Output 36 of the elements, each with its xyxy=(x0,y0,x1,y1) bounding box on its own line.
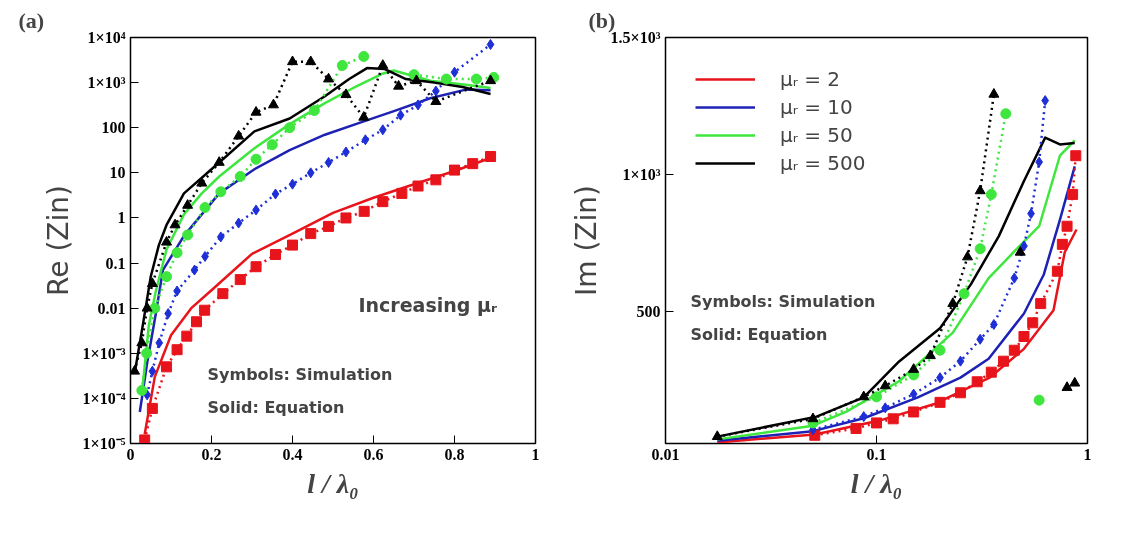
x-tick-label: 0 xyxy=(126,445,135,463)
y-tick-label: 1×10³ xyxy=(622,166,661,184)
annotation: Solid: Equation xyxy=(207,397,345,417)
chart-title: (b) xyxy=(588,7,616,33)
x-tick-label: 0.1 xyxy=(866,445,887,463)
y-tick-label: 1×10⁻⁵ xyxy=(82,435,126,452)
x-axis-title: l / λ₀ xyxy=(307,467,359,499)
y-axis-title: Im (Zin) xyxy=(569,184,603,296)
y-tick-label: 1×10³ xyxy=(87,74,126,92)
x-tick-label: 1 xyxy=(1083,445,1092,463)
y-tick-label: 100 xyxy=(101,119,126,137)
y-tick-label: 10 xyxy=(109,164,126,182)
annotation: Symbols: Simulation xyxy=(690,291,876,311)
annotation: Solid: Equation xyxy=(690,324,828,344)
x-tick-label: 0.8 xyxy=(444,445,465,463)
y-tick-label: 1 xyxy=(117,209,126,227)
legend-label: μᵣ = 2 xyxy=(780,67,841,91)
x-tick-label: 0.4 xyxy=(282,445,303,463)
legend-label: μᵣ = 50 xyxy=(780,123,853,147)
y-tick-label: 1×10⁴ xyxy=(87,29,126,46)
y-tick-label: 0.01 xyxy=(97,299,126,317)
x-tick-label: 0.2 xyxy=(201,445,222,463)
y-tick-label: 1×10⁻³ xyxy=(82,344,126,362)
y-tick-label: 500 xyxy=(636,303,661,321)
legend-label: μᵣ = 500 xyxy=(780,151,866,175)
x-axis-title: l / λ₀ xyxy=(850,467,903,499)
y-tick-label: 1×10⁻⁴ xyxy=(82,389,126,407)
annotation: Symbols: Simulation xyxy=(207,364,393,384)
y-axis-title: Re (Zin) xyxy=(41,185,75,296)
annotation: Increasing μᵣ xyxy=(358,293,497,316)
legend-label: μᵣ = 10 xyxy=(780,95,853,119)
x-tick-label: 1 xyxy=(531,445,540,463)
y-tick-label: 0.1 xyxy=(105,254,126,272)
x-tick-label: 0.6 xyxy=(363,445,384,463)
chart-title: (a) xyxy=(18,7,45,33)
x-tick-label: 0.01 xyxy=(651,445,680,463)
